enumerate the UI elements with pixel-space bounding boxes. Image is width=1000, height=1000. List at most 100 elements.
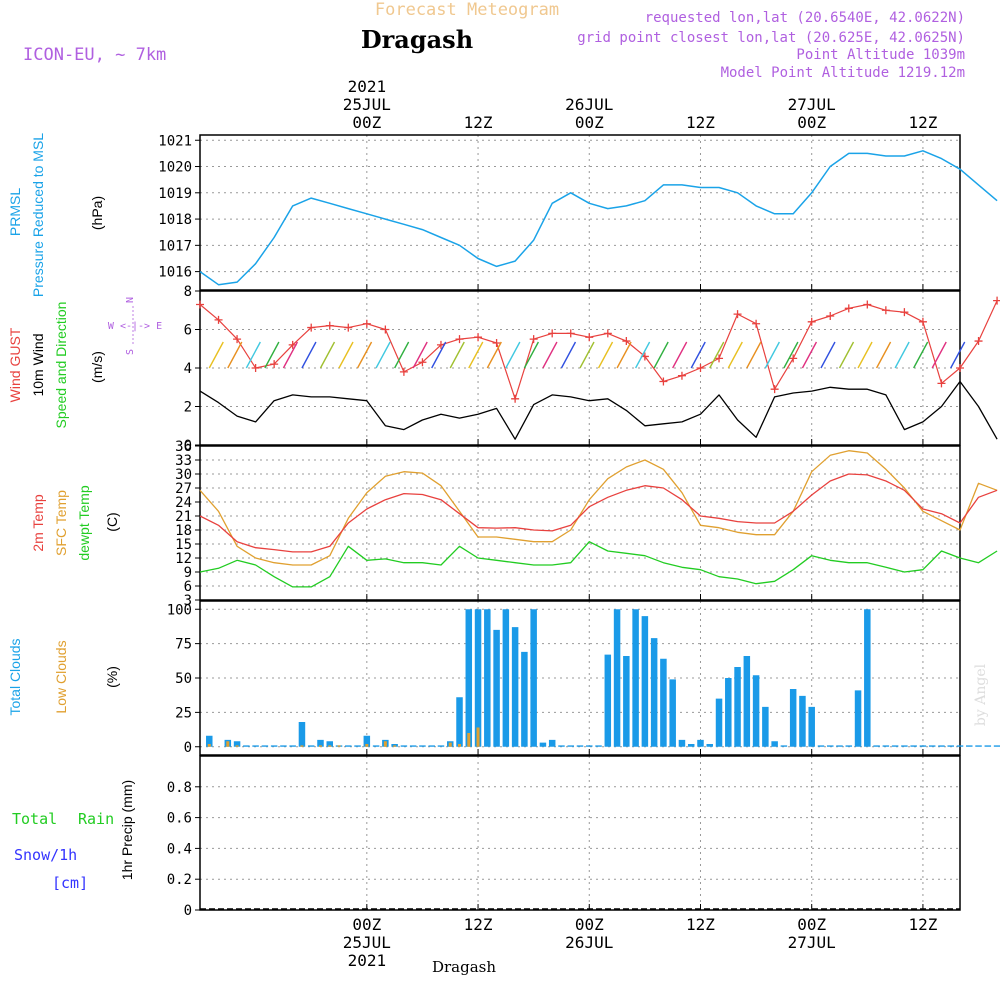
- temp-2m-line: [199, 473, 998, 553]
- gust-marker: [659, 377, 668, 386]
- gust-marker: [511, 394, 520, 403]
- point-altitude: Point Altitude 1039m: [796, 47, 965, 63]
- gust-marker: [585, 333, 594, 342]
- total-cloud-bar: [743, 656, 751, 747]
- clouds-ytick-label: 75: [175, 637, 192, 653]
- gust-marker: [548, 329, 557, 338]
- gust-marker: [937, 379, 946, 388]
- precip-ytick-label: 0.8: [167, 780, 192, 796]
- bottom-year-label: 2021: [348, 951, 387, 970]
- wind-10m-label: 10m Wind: [30, 333, 46, 396]
- gust-marker: [529, 335, 538, 344]
- wind-direction-arrow: [931, 341, 947, 369]
- low-cloud-bar: [300, 745, 304, 747]
- total-cloud-bar: [474, 609, 482, 747]
- precip-rain-label: Rain: [78, 810, 114, 828]
- total-cloud-bar: [660, 658, 667, 747]
- low-cloud-bar: [365, 744, 369, 747]
- low-cloud-bar: [337, 745, 341, 747]
- wind-direction-arrow: [449, 341, 465, 369]
- total-cloud-bar: [762, 706, 769, 747]
- total-cloud-bar: [725, 678, 732, 747]
- plot-layer: 1016101710181019102010210246836912151821…: [158, 77, 1000, 970]
- total-cloud-bar: [595, 745, 602, 747]
- gust-marker: [399, 367, 408, 376]
- clouds-low-label: Low Clouds: [53, 640, 69, 713]
- wind-direction-arrow: [820, 341, 836, 369]
- bottom-time-label: 00Z: [352, 915, 381, 934]
- total-cloud-bar: [956, 745, 964, 747]
- wind-direction-arrow: [245, 341, 261, 369]
- total-cloud-bar: [984, 745, 992, 747]
- total-cloud-bar: [345, 745, 352, 747]
- top-time-label: 00Z: [352, 113, 381, 132]
- total-cloud-bar: [604, 654, 612, 747]
- gust-marker: [863, 300, 872, 309]
- wind-direction-arrow: [356, 341, 373, 369]
- total-cloud-bar: [521, 651, 528, 747]
- wind-direction-arrow: [505, 341, 521, 369]
- total-cloud-bar: [511, 627, 519, 747]
- temp-dew-label: dewpt Temp: [76, 485, 92, 560]
- total-cloud-bar: [243, 745, 250, 747]
- temp-ytick-label: 30: [175, 467, 192, 483]
- low-cloud-bar: [226, 741, 230, 747]
- total-cloud-bar: [826, 745, 834, 747]
- bottom-date-label: 27JUL: [788, 933, 836, 952]
- total-cloud-bar: [650, 638, 658, 747]
- total-cloud-bar: [354, 745, 361, 747]
- wind-direction-arrow: [783, 341, 799, 369]
- gust-marker: [844, 304, 853, 313]
- wind-direction-arrow: [634, 341, 651, 369]
- total-cloud-bar: [993, 745, 1000, 747]
- gust-marker: [196, 300, 204, 309]
- total-cloud-bar: [206, 735, 213, 747]
- wind-direction-arrow: [709, 341, 725, 369]
- pressure-frame: [199, 134, 961, 291]
- gust-marker: [807, 317, 816, 326]
- total-cloud-bar: [493, 629, 500, 747]
- total-cloud-bar: [465, 609, 473, 747]
- clouds-unit: (%): [104, 666, 120, 688]
- gust-marker: [881, 306, 890, 315]
- wind-direction-arrow: [838, 341, 855, 369]
- app-title: Forecast Meteogram: [375, 0, 559, 20]
- top-date-label: 27JUL: [788, 95, 836, 114]
- wind-direction-arrow: [412, 341, 428, 369]
- wind-direction-arrow: [801, 341, 818, 369]
- pressure-ytick-label: 1020: [158, 160, 192, 176]
- wind-ytick-label: 8: [184, 284, 192, 300]
- bottom-time-label: 00Z: [575, 915, 604, 934]
- grid-point-coords: grid point closest lon,lat (20.625E, 42.…: [577, 30, 965, 46]
- gust-marker: [566, 329, 575, 338]
- clouds-frame: [199, 600, 961, 756]
- precip-ytick-label: 0.2: [167, 872, 192, 888]
- top-date-label: 26JUL: [565, 95, 613, 114]
- wind-gust-label: Wind GUST: [7, 327, 23, 402]
- top-time-label: 12Z: [686, 113, 715, 132]
- total-cloud-bar: [409, 745, 417, 747]
- total-cloud-bar: [975, 745, 982, 747]
- low-cloud-bar: [328, 745, 332, 747]
- wind-dir-label: Speed and Direction: [53, 302, 69, 429]
- model-altitude: Model Point Altitude 1219.12m: [721, 65, 965, 81]
- total-cloud-bar: [864, 609, 871, 747]
- wind-unit: (m/s): [89, 351, 105, 383]
- temp-frame: [199, 445, 961, 601]
- temp-ytick-label: 15: [175, 537, 192, 553]
- wind-direction-arrow: [319, 341, 336, 369]
- gust-marker: [900, 308, 909, 317]
- wind-direction-arrow: [394, 341, 410, 369]
- gust-marker: [677, 371, 686, 380]
- total-cloud-bar: [808, 706, 815, 747]
- wind-direction-arrow: [264, 341, 280, 369]
- precip-frame: [199, 755, 961, 911]
- top-date-label: 25JUL: [343, 95, 391, 114]
- total-cloud-bar: [530, 609, 537, 747]
- wind-direction-arrow: [523, 341, 540, 369]
- top-time-label: 12Z: [464, 113, 493, 132]
- low-cloud-bar: [207, 744, 211, 747]
- temp-ytick-label: 9: [184, 565, 192, 581]
- total-cloud-bar: [280, 745, 287, 747]
